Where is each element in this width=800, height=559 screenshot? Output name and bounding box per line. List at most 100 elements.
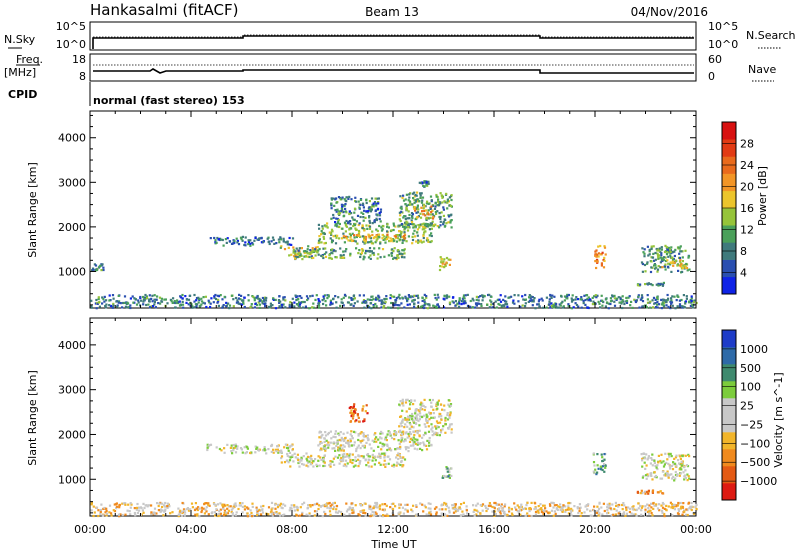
data-cell <box>408 196 411 199</box>
data-cell <box>353 459 357 462</box>
data-cell <box>593 505 596 508</box>
data-cell <box>447 214 450 217</box>
data-cell <box>456 509 459 512</box>
data-cell <box>662 460 665 463</box>
data-cell <box>118 503 121 507</box>
data-cell <box>341 256 344 259</box>
data-cell <box>441 508 444 511</box>
data-cell <box>612 513 615 516</box>
data-cell <box>372 237 375 240</box>
data-cell <box>247 507 250 510</box>
data-cell <box>163 509 167 512</box>
data-cell <box>270 508 273 511</box>
data-cell <box>99 510 102 514</box>
data-cell <box>414 194 417 197</box>
data-cell <box>227 509 230 512</box>
colorbar-segment <box>722 190 736 209</box>
data-cell <box>92 268 95 271</box>
data-cell <box>545 306 548 309</box>
data-cell <box>370 197 374 200</box>
data-cell <box>463 300 466 303</box>
data-cell <box>310 454 313 457</box>
data-cell <box>375 512 378 515</box>
data-cell <box>362 258 365 261</box>
data-cell <box>659 459 662 463</box>
data-cell <box>371 233 374 237</box>
data-cell <box>557 505 560 508</box>
data-cell <box>591 514 594 517</box>
data-cell <box>693 512 696 515</box>
data-cell <box>446 199 449 202</box>
data-cell <box>681 260 684 263</box>
data-cell <box>218 447 221 451</box>
data-cell <box>185 298 189 301</box>
data-cell <box>630 512 633 515</box>
colorbar-tick-label: 25 <box>740 400 754 413</box>
data-cell <box>361 248 364 251</box>
data-cell <box>639 298 642 301</box>
data-cell <box>283 248 287 251</box>
data-cell <box>421 296 424 299</box>
data-cell <box>430 205 433 208</box>
data-cell <box>652 296 656 299</box>
data-cell <box>260 513 263 516</box>
data-cell <box>332 441 335 444</box>
data-cell <box>371 510 374 514</box>
data-cell <box>298 247 301 250</box>
data-cell <box>345 455 348 458</box>
data-cell <box>369 515 372 518</box>
data-cell <box>434 431 437 434</box>
data-cell <box>294 456 297 459</box>
data-cell <box>153 294 156 297</box>
data-cell <box>548 503 552 506</box>
data-cell <box>603 458 606 461</box>
data-cell <box>440 429 443 432</box>
data-cell <box>342 449 345 452</box>
nave-label: Nave <box>748 63 776 76</box>
data-cell <box>656 464 659 467</box>
data-cell <box>372 506 375 509</box>
data-cell <box>695 301 698 305</box>
data-cell <box>404 296 407 299</box>
data-cell <box>603 256 606 259</box>
data-cell <box>362 216 365 219</box>
data-cell <box>409 427 412 430</box>
data-cell <box>338 222 341 226</box>
data-cell <box>353 236 356 239</box>
data-cell <box>444 502 447 505</box>
data-cell <box>412 444 415 447</box>
data-cell <box>379 463 382 466</box>
data-cell <box>280 455 284 458</box>
data-cell <box>318 436 321 439</box>
data-cell <box>286 443 289 446</box>
data-cell <box>367 233 370 236</box>
data-cell <box>675 454 678 457</box>
data-cell <box>329 303 332 306</box>
data-cell <box>404 503 407 506</box>
data-cell <box>216 503 219 506</box>
data-cell <box>375 501 378 505</box>
data-cell <box>689 507 692 510</box>
data-cell <box>420 206 423 209</box>
data-cell <box>405 448 408 451</box>
data-cell <box>564 508 567 512</box>
data-cell <box>429 213 432 216</box>
data-cell <box>504 514 507 517</box>
data-cell <box>413 235 417 238</box>
nsky-trace <box>92 35 694 49</box>
data-cell <box>402 194 405 197</box>
data-cell <box>436 433 439 437</box>
data-cell <box>409 437 412 441</box>
data-cell <box>373 440 376 443</box>
colorbar-segment <box>722 276 736 295</box>
data-cell <box>505 303 509 306</box>
colorbar-segment <box>722 122 736 140</box>
data-cell <box>340 203 343 206</box>
data-cell <box>330 232 333 235</box>
nsearch-trace <box>93 34 694 38</box>
data-cell <box>398 250 401 253</box>
data-cell <box>534 513 537 516</box>
data-cell <box>335 441 338 444</box>
data-cell <box>397 256 400 259</box>
data-cell <box>658 247 661 250</box>
